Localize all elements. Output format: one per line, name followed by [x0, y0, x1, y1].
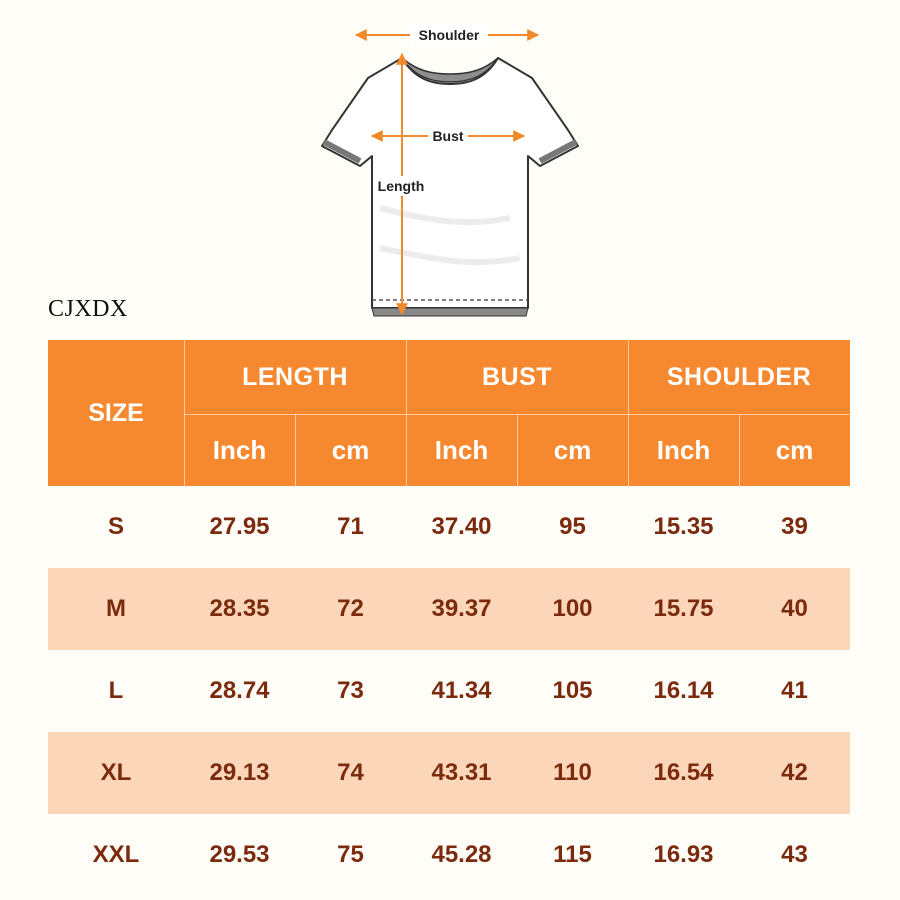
- tshirt-measurement-diagram: Shoulder Bust Length: [321, 24, 579, 317]
- length-cm-cell: 74: [337, 759, 364, 786]
- length-cm-cell: 75: [337, 841, 364, 868]
- length-label: Length: [378, 178, 425, 194]
- bust-cm-cell: 95: [559, 513, 586, 540]
- size-cell: XL: [100, 759, 132, 786]
- length-cm-cell: 71: [337, 513, 364, 540]
- shoulder-cm-cell: 40: [781, 595, 808, 622]
- shoulder-cm-cell: 41: [781, 677, 808, 704]
- length-cm-header: cm: [331, 434, 370, 465]
- length-inch-cell: 28.35: [209, 595, 270, 622]
- shoulder-label: Shoulder: [419, 27, 480, 43]
- bust-inch-cell: 43.31: [431, 759, 492, 786]
- shoulder-cm-cell: 43: [781, 841, 808, 868]
- size-cell: XXL: [92, 841, 140, 868]
- bust-cm-cell: 110: [553, 759, 592, 786]
- shoulder-group-header: SHOULDER: [666, 362, 812, 391]
- bust-inch-cell: 41.34: [431, 677, 492, 704]
- bust-cm-cell: 115: [553, 841, 592, 868]
- shoulder-inch-cell: 16.54: [653, 759, 714, 786]
- size-cell: S: [107, 513, 124, 540]
- bust-inch-header: Inch: [434, 434, 489, 465]
- bust-cm-cell: 105: [552, 677, 593, 704]
- shoulder-inch-cell: 15.75: [653, 595, 714, 622]
- shoulder-cm-cell: 39: [781, 513, 808, 540]
- bust-group-header: BUST: [481, 362, 553, 391]
- length-inch-cell: 29.13: [209, 759, 270, 786]
- bust-label: Bust: [432, 128, 463, 144]
- size-cell: L: [108, 677, 124, 704]
- table-row: XL 29.13 74 43.31 110 16.54 42: [48, 732, 850, 814]
- bust-inch-cell: 45.28: [431, 841, 492, 868]
- table-row: M 28.35 72 39.37 100 15.75 40: [48, 568, 850, 650]
- table-row: XXL 29.53 75 45.28 115 16.93 43: [48, 814, 850, 896]
- tshirt-icon: [321, 57, 579, 317]
- size-column-header: SIZE: [88, 398, 144, 427]
- shoulder-cm-header: cm: [775, 434, 814, 465]
- length-cm-cell: 73: [337, 677, 364, 704]
- bust-cm-header: cm: [553, 434, 592, 465]
- shoulder-inch-header: Inch: [656, 434, 711, 465]
- bust-inch-cell: 37.40: [431, 513, 492, 540]
- length-cm-cell: 72: [337, 595, 364, 622]
- shoulder-inch-cell: 15.35: [653, 513, 714, 540]
- shoulder-cm-cell: 42: [781, 759, 808, 786]
- brand-name: CJXDX: [48, 296, 128, 322]
- length-inch-cell: 29.53: [209, 841, 270, 868]
- shoulder-inch-cell: 16.93: [653, 841, 714, 868]
- bust-cm-cell: 100: [552, 595, 593, 622]
- shoulder-inch-cell: 16.14: [653, 677, 714, 704]
- table-row: L 28.74 73 41.34 105 16.14 41: [48, 650, 850, 732]
- bust-inch-cell: 39.37: [431, 595, 492, 622]
- length-inch-header: Inch: [212, 434, 267, 465]
- length-inch-cell: 28.74: [209, 677, 270, 704]
- length-inch-cell: 27.95: [209, 513, 270, 540]
- table-row: S 27.95 71 37.40 95 15.35 39: [48, 486, 850, 568]
- size-cell: M: [106, 595, 126, 622]
- size-chart-table: SIZE LENGTH BUST SHOULDER Inch cm Inch c…: [48, 340, 850, 896]
- length-group-header: LENGTH: [242, 362, 348, 391]
- table-header: SIZE LENGTH BUST SHOULDER Inch cm Inch c…: [48, 340, 850, 486]
